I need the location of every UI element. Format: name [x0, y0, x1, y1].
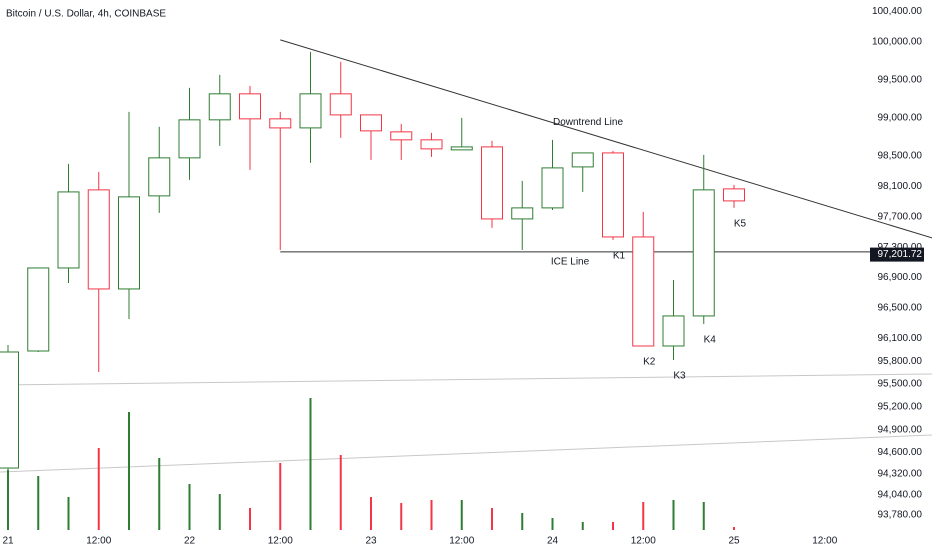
- volume-bar: [460, 500, 463, 530]
- candle-body: [118, 196, 140, 290]
- volume-bar: [249, 508, 251, 530]
- candle-body: [27, 267, 50, 352]
- volume-bar: [642, 502, 645, 530]
- candle-body: [87, 189, 110, 290]
- volume-bar: [309, 398, 312, 530]
- volume-bar: [370, 497, 372, 530]
- y-tick-label: 100,400.00: [872, 6, 922, 17]
- y-tick-label: 94,900.00: [878, 424, 923, 435]
- candle-body: [360, 114, 382, 132]
- candle-body: [632, 236, 655, 347]
- y-tick-label: 94,600.00: [878, 447, 923, 458]
- y-tick-label: 94,320.00: [878, 468, 923, 479]
- candle-body: [329, 93, 352, 116]
- candle-body: [511, 207, 534, 220]
- candle-body: [390, 131, 413, 141]
- candle-body: [178, 119, 201, 159]
- volume-bar: [521, 513, 524, 530]
- candle-label: K3: [673, 371, 686, 382]
- candle-body: [239, 93, 261, 120]
- candle-body: [299, 93, 322, 129]
- x-tick-label: 22: [184, 536, 196, 547]
- volume-bar: [339, 455, 342, 530]
- x-tick-label: 12:00: [449, 536, 474, 547]
- volume-bar: [67, 497, 70, 530]
- y-tick-label: 96,100.00: [878, 333, 923, 344]
- x-tick-label: 12:00: [86, 536, 111, 547]
- last-price-box: [870, 247, 924, 262]
- candle-body: [602, 152, 624, 238]
- candle-label: K5: [734, 219, 747, 230]
- y-tick-label: 99,500.00: [878, 74, 923, 85]
- volume-bar: [672, 500, 675, 530]
- candle-label: K2: [643, 357, 656, 368]
- volume-bar: [612, 522, 614, 530]
- volume-bar: [97, 448, 100, 530]
- candle-body: [723, 188, 745, 202]
- chart-title: Bitcoin / U.S. Dollar, 4h, COINBASE: [6, 9, 166, 20]
- candle-body: [481, 146, 503, 220]
- y-tick-label: 97,300.00: [878, 242, 923, 253]
- volume-bar: [491, 508, 493, 530]
- candle-label: K4: [704, 335, 717, 346]
- y-tick-label: 95,500.00: [878, 379, 923, 390]
- volume-bar: [702, 502, 705, 530]
- volume-bar: [430, 500, 433, 530]
- candle-body: [148, 157, 171, 197]
- candle-body: [208, 93, 231, 121]
- trend-line: [0, 373, 932, 386]
- x-tick-label: 23: [365, 536, 377, 547]
- x-tick-label: 24: [547, 536, 559, 547]
- volume-bar: [733, 527, 735, 530]
- y-tick-label: 99,000.00: [878, 113, 923, 124]
- x-tick-label: 12:00: [268, 536, 293, 547]
- candle-body: [662, 315, 685, 347]
- volume-bar: [218, 494, 221, 530]
- volume-bar: [7, 470, 9, 530]
- y-tick-label: 96,900.00: [878, 272, 923, 283]
- y-tick-label: 95,800.00: [878, 356, 923, 367]
- volume-bar: [551, 518, 554, 530]
- volume-bar: [158, 458, 161, 530]
- y-tick-label: 95,200.00: [878, 401, 923, 412]
- line-label: Downtrend Line: [553, 117, 623, 128]
- x-tick-label: 25: [728, 536, 740, 547]
- last-price-label: 97,201.72: [878, 249, 923, 260]
- volume-bar: [279, 463, 282, 530]
- candle-body: [692, 189, 715, 317]
- volume-bar: [581, 522, 584, 530]
- y-tick-label: 93,780.00: [878, 509, 923, 520]
- volume-bar: [188, 484, 191, 530]
- candle-body: [420, 139, 443, 150]
- y-tick-label: 100,000.00: [872, 36, 922, 47]
- candle-body: [57, 191, 80, 269]
- candle-body: [450, 146, 473, 151]
- volume-bar: [37, 476, 40, 530]
- candle-body: [0, 351, 19, 469]
- x-tick-label: 12:00: [631, 536, 656, 547]
- y-tick-label: 96,500.00: [878, 303, 923, 314]
- y-tick-label: 97,700.00: [878, 211, 923, 222]
- y-tick-label: 98,500.00: [878, 151, 923, 162]
- candle-label: K1: [613, 251, 626, 262]
- line-label: ICE Line: [551, 257, 590, 268]
- trend-line: [280, 39, 932, 239]
- trend-line: [0, 434, 932, 473]
- y-tick-label: 94,040.00: [878, 490, 923, 501]
- x-tick-label: 12:00: [812, 536, 837, 547]
- x-tick-label: 21: [2, 536, 14, 547]
- volume-bar: [128, 412, 130, 530]
- candle-body: [269, 118, 292, 129]
- candle-body: [571, 152, 594, 168]
- y-tick-label: 98,100.00: [878, 181, 923, 192]
- candle-body: [541, 167, 564, 209]
- volume-bar: [400, 503, 403, 530]
